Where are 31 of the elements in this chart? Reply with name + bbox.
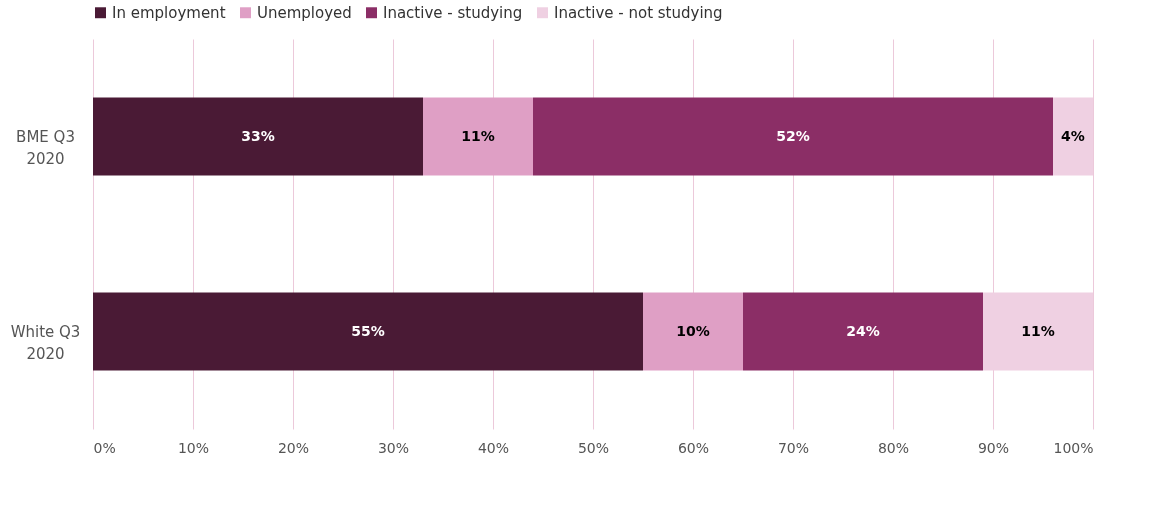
bar [93, 292, 643, 371]
legend-label: Inactive - not studying [554, 3, 723, 22]
legend-label: Inactive - studying [383, 3, 523, 22]
x-tick-label: 10% [177, 439, 210, 456]
data-label: 52% [776, 127, 810, 144]
data-label: 33% [241, 127, 275, 144]
data-label: 55% [351, 322, 385, 339]
x-tick-label: 60% [677, 439, 710, 456]
y-tick-label: BME Q3 2020 [16, 127, 75, 168]
data-label: 24% [846, 322, 880, 339]
bar [743, 292, 983, 371]
x-tick-label: 0% [93, 439, 116, 456]
data-label: 10% [676, 322, 710, 339]
data-label: 11% [461, 127, 495, 144]
x-tick-label: 40% [477, 439, 510, 456]
legend-label: Unemployed [257, 3, 352, 22]
bar [533, 97, 1053, 176]
bar [93, 97, 423, 176]
x-tick-label: 50% [577, 439, 610, 456]
x-tick-label: 80% [877, 439, 910, 456]
bar [423, 97, 533, 176]
x-tick-label: 100% [1053, 439, 1094, 456]
data-label: 4% [1061, 127, 1085, 144]
data-label: 11% [1021, 322, 1055, 339]
legend-label: In employment [112, 3, 226, 22]
x-tick-label: 70% [777, 439, 810, 456]
bar [643, 292, 743, 371]
x-tick-label: 30% [377, 439, 410, 456]
y-tick-label: White Q3 2020 [10, 322, 81, 363]
x-tick-label: 90% [977, 439, 1010, 456]
x-tick-label: 20% [277, 439, 310, 456]
